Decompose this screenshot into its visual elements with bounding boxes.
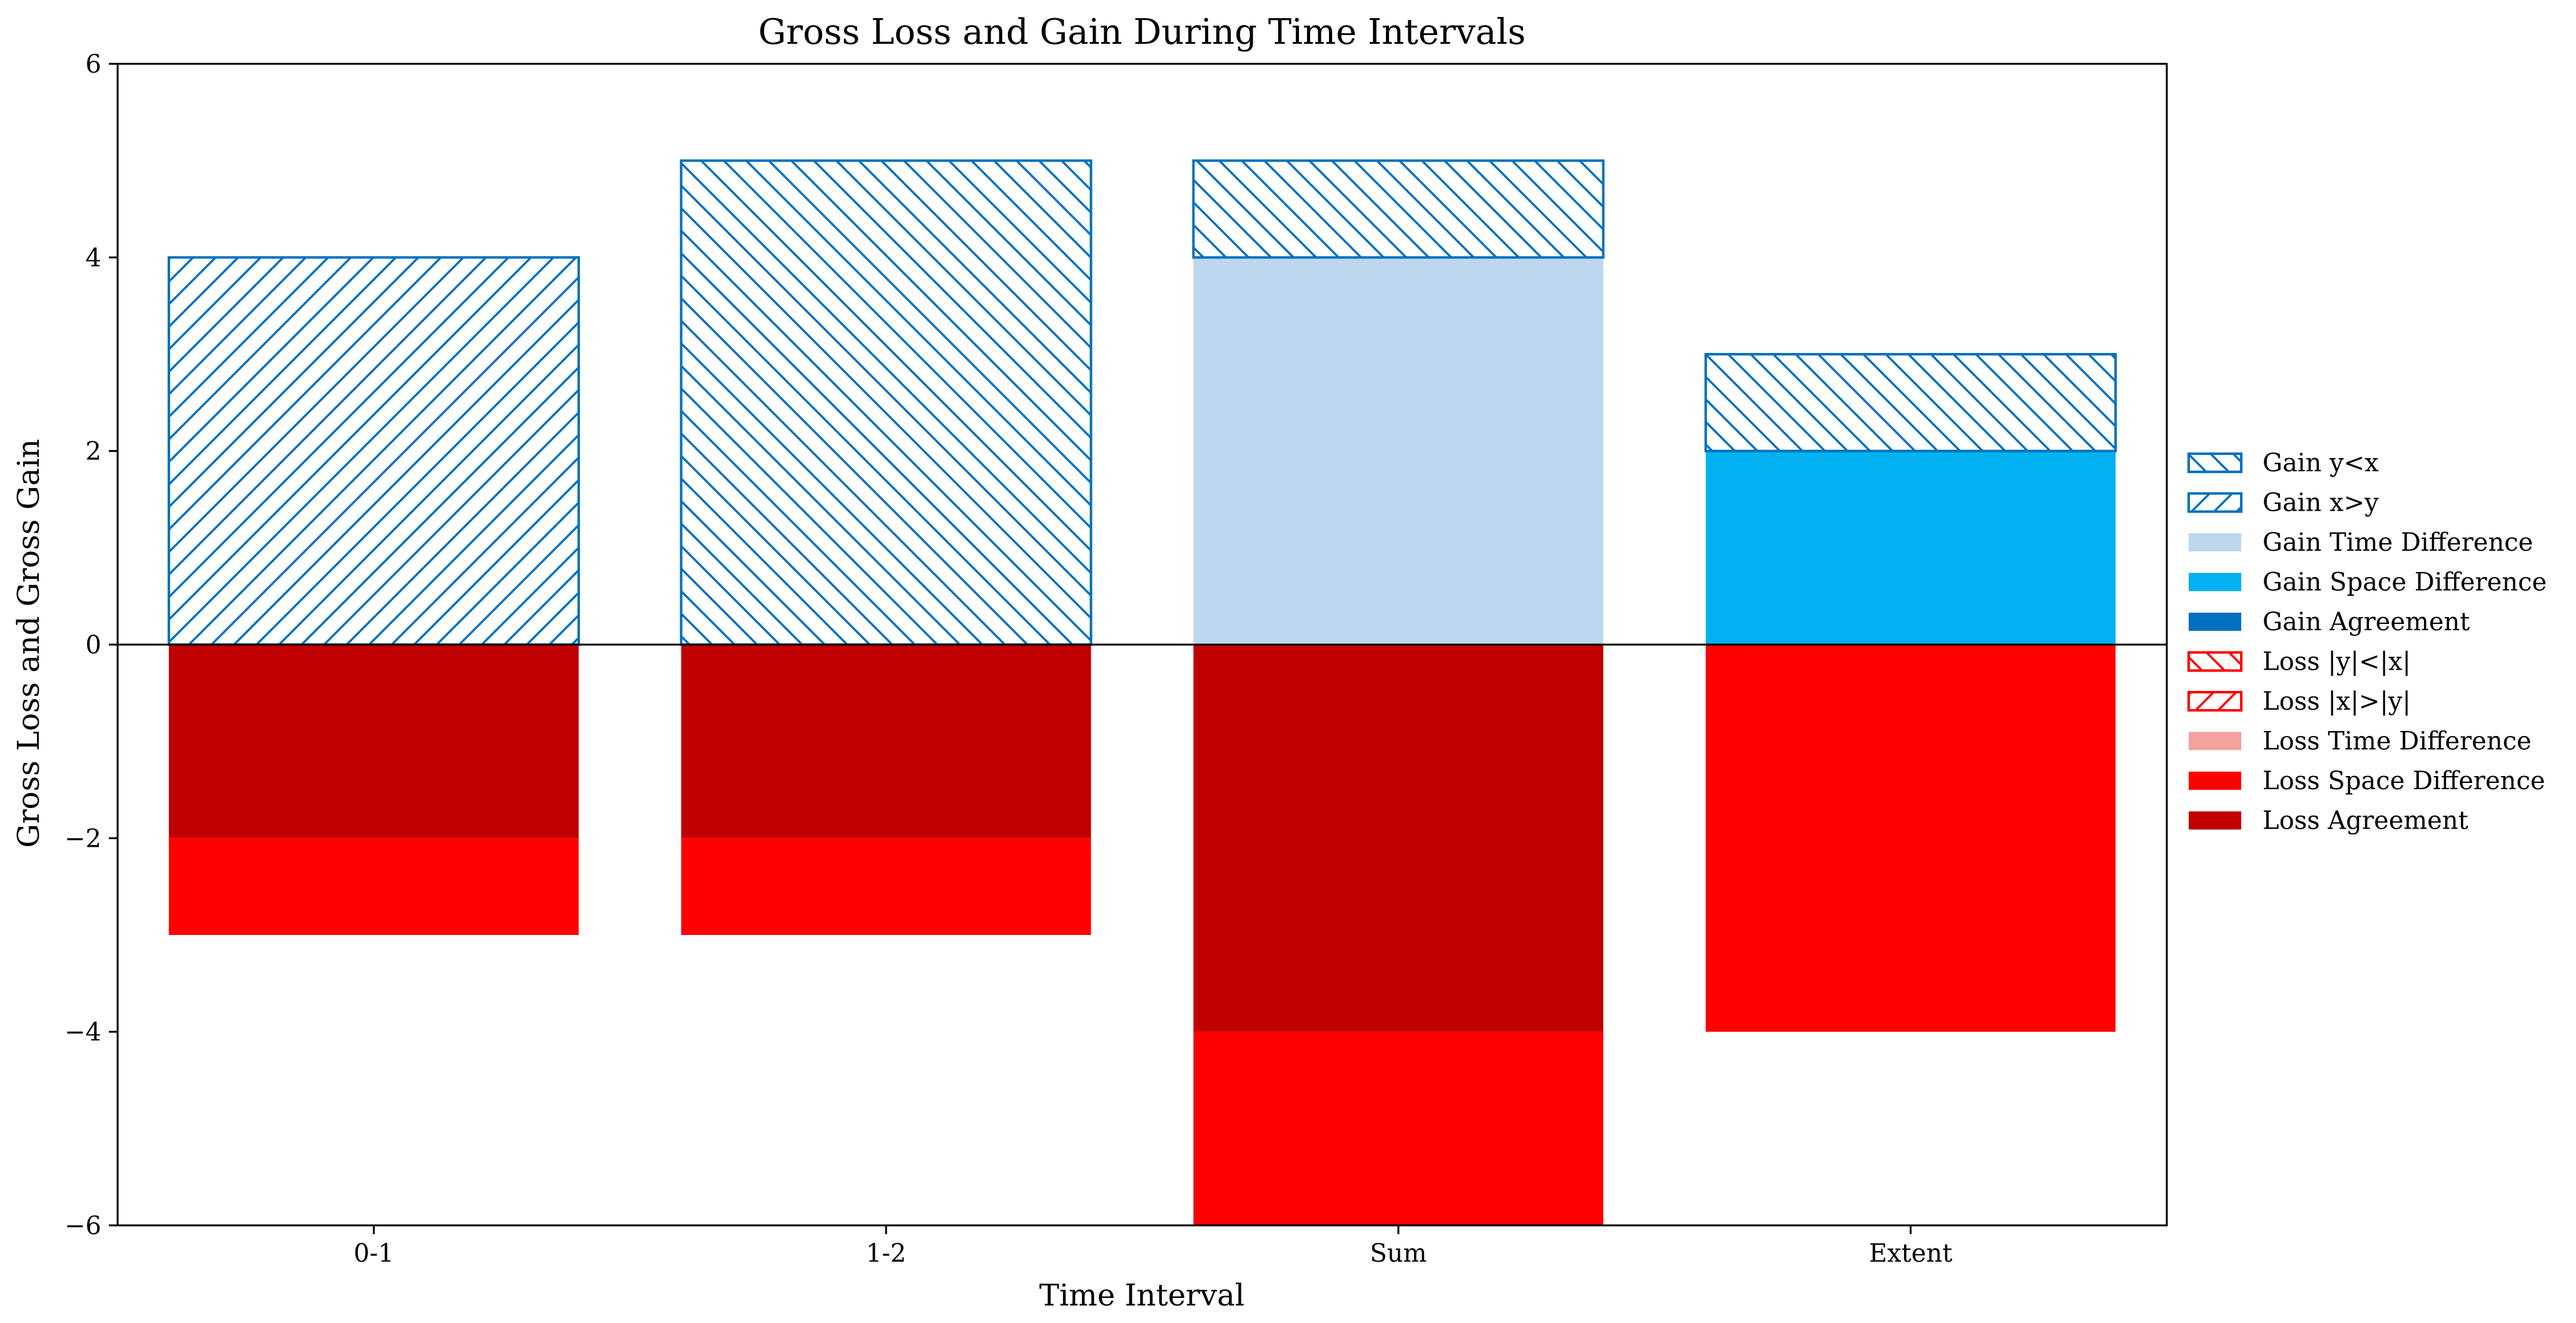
legend-swatch-gain-space-difference (2189, 573, 2241, 591)
bar-gain-y-x-1-2 (680, 159, 1092, 646)
legend-swatch-loss-time-difference (2189, 732, 2241, 750)
legend-swatch-gain-x-y (2187, 492, 2243, 513)
legend-label-loss-agreement: Loss Agreement (2263, 807, 2468, 835)
x-tick-label-1-2: 1-2 (866, 1239, 906, 1268)
y-tick-label: 4 (86, 243, 101, 272)
legend-swatch-gain-y-x (2187, 452, 2243, 473)
legend-label-loss-y-x: Loss |y|<|x| (2263, 648, 2411, 677)
y-tick-label: −4 (64, 1018, 101, 1047)
bar-layer (167, 159, 2117, 1225)
legend-label-gain-x-y: Gain x>y (2263, 489, 2379, 518)
legend-label-gain-space-difference: Gain Space Difference (2263, 568, 2547, 597)
legend-label-gain-time-difference: Gain Time Difference (2263, 528, 2533, 557)
bar-loss-space-difference-extent (1706, 645, 2116, 1032)
legend-label-gain-agreement: Gain Agreement (2263, 608, 2470, 636)
legend-label-loss-x-y: Loss |x|>|y| (2263, 687, 2411, 716)
bar-loss-space-difference-0-1 (168, 838, 579, 935)
x-tick-label-sum: Sum (1370, 1239, 1427, 1268)
y-tick-label: 2 (86, 437, 101, 466)
y-tick-label: −6 (64, 1212, 101, 1240)
legend-swatch-loss-y-x (2187, 651, 2243, 672)
x-axis-label: Time Interval (1039, 1278, 1245, 1313)
legend-swatch-gain-agreement (2189, 613, 2241, 631)
bar-loss-agreement-1-2 (681, 645, 1091, 839)
legend: Gain y<x Gain x>y Gain Time Difference Gain… (2187, 449, 2547, 835)
bar-loss-space-difference-sum (1193, 1031, 1604, 1225)
bar-loss-agreement-0-1 (168, 645, 579, 839)
y-tick-label: 0 (86, 631, 101, 660)
legend-swatch-loss-agreement (2189, 811, 2241, 830)
bar-loss-agreement-sum (1193, 645, 1604, 1032)
legend-swatch-loss-x-y (2187, 691, 2243, 712)
legend-label-gain-y-x: Gain y<x (2263, 449, 2379, 478)
x-tick-label-0-1: 0-1 (354, 1239, 394, 1268)
legend-swatch-gain-time-difference (2189, 533, 2241, 551)
legend-label-loss-time-difference: Loss Time Difference (2263, 727, 2532, 756)
chart-title: Gross Loss and Gain During Time Interval… (758, 12, 1526, 53)
axes: −6 −4 −2 0 2 4 6 0-1 1-2 Sum Extent (64, 50, 1952, 1268)
legend-label-loss-space-difference: Loss Space Difference (2263, 767, 2545, 795)
y-tick-label: 6 (86, 50, 101, 79)
bar-gain-y-x-sum (1192, 159, 1605, 259)
y-tick-label: −2 (64, 824, 101, 853)
legend-swatch-loss-space-difference (2189, 772, 2241, 790)
bar-gain-space-difference-extent (1706, 451, 2116, 645)
bar-gain-x-y-0-1 (167, 256, 580, 646)
bar-loss-space-difference-1-2 (681, 838, 1091, 935)
y-axis-label: Gross Loss and Gross Gain (11, 439, 46, 847)
bar-gain-time-difference-sum (1193, 257, 1604, 645)
bar-gain-y-x-extent (1704, 353, 2117, 452)
x-tick-label-extent: Extent (1869, 1239, 1952, 1268)
